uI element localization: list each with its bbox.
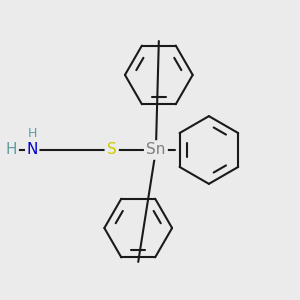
- Text: S: S: [107, 142, 117, 158]
- Text: Sn: Sn: [146, 142, 166, 158]
- Text: H: H: [28, 127, 37, 140]
- Text: N: N: [26, 142, 38, 158]
- Text: H: H: [6, 142, 17, 158]
